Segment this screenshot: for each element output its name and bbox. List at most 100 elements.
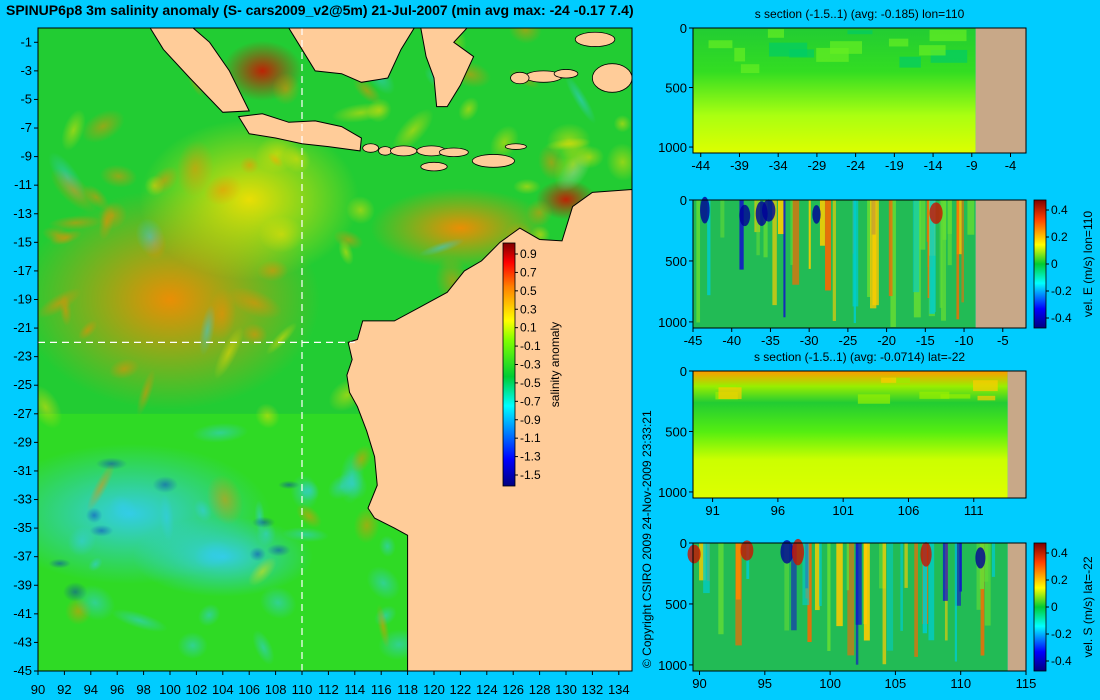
section-core — [812, 205, 821, 224]
section-y-tick-label: 0 — [680, 364, 687, 379]
section-stripe — [825, 200, 832, 291]
map-eddy — [564, 74, 596, 124]
section-stripe — [720, 200, 725, 238]
velocity-colorbar-tick-label: -0.4 — [1051, 311, 1072, 325]
section-patch — [929, 29, 967, 42]
section-stripe — [746, 543, 750, 579]
australia-land — [346, 188, 632, 671]
section-stripe — [846, 543, 850, 591]
section-field — [693, 371, 1008, 498]
section-stripe — [791, 543, 797, 631]
map-eddy — [508, 28, 542, 44]
map-frame — [37, 27, 633, 672]
java-land — [237, 113, 362, 152]
section-x-tick-label: 96 — [771, 503, 785, 518]
map-eddy — [526, 199, 553, 226]
map-y-tick-label: -3 — [20, 63, 32, 78]
map-x-tick-label: 114 — [344, 682, 365, 697]
map-eddy — [346, 196, 375, 225]
map-eddy — [61, 109, 86, 151]
section-patch — [740, 64, 760, 74]
section-stripe — [922, 543, 927, 634]
section-x-tick-label: 105 — [885, 676, 907, 691]
map-y-tick-label: -37 — [13, 549, 32, 564]
section-land — [1007, 371, 1026, 498]
island-land — [574, 31, 616, 47]
section-core — [739, 204, 751, 227]
map-eddy — [135, 218, 165, 256]
map-eddy — [271, 72, 301, 105]
section-x-tick-label: -25 — [838, 333, 857, 348]
island-land — [378, 146, 393, 156]
map-x-tick-label: 118 — [397, 682, 418, 697]
velocity-colorbar-tick-label: 0 — [1051, 257, 1058, 271]
map-x-tick-label: 106 — [238, 682, 260, 697]
section-patch — [734, 47, 746, 62]
velocity-colorbar-tick-label: -0.4 — [1051, 654, 1072, 668]
section-x-tick-label: -29 — [808, 158, 827, 173]
section-stripe — [888, 200, 893, 297]
map-eddy — [98, 203, 115, 241]
section-stripe — [904, 543, 908, 588]
section-panel-3 — [692, 370, 1027, 499]
map-eddy — [111, 609, 168, 632]
map-y-tick-label: -33 — [13, 492, 32, 507]
borneo-land — [288, 28, 415, 83]
map-eddy — [265, 322, 298, 355]
map-x-tick-label: 102 — [186, 682, 208, 697]
section-stripe — [807, 543, 812, 642]
section-x-tick-label: 95 — [758, 676, 772, 691]
section-y-tick-label: 1000 — [658, 658, 687, 673]
map-y-tick-label: -31 — [13, 463, 32, 478]
section-x-tick-label: -45 — [684, 333, 703, 348]
section-patch — [940, 394, 971, 399]
map-eddy — [350, 445, 373, 473]
velocity-colorbar — [1033, 199, 1047, 329]
map-x-tick-label: 128 — [529, 682, 551, 697]
velocity-colorbar-tick-label: 0 — [1051, 600, 1058, 614]
section-stripe — [867, 200, 871, 297]
island-land — [420, 161, 448, 172]
sumatra-land — [149, 28, 250, 113]
section-x-tick-label: -15 — [916, 333, 935, 348]
section-stripe — [863, 543, 870, 641]
map-eddy — [81, 109, 125, 143]
section-stripe — [942, 543, 948, 601]
island-land — [504, 143, 527, 150]
map-y-tick-label: -35 — [13, 520, 32, 535]
section-stripe — [870, 200, 877, 309]
velocity-colorbar-tick-label: -0.2 — [1051, 284, 1072, 298]
island-land — [471, 154, 515, 168]
velocity-colorbar-tick-label: -0.2 — [1051, 627, 1072, 641]
map-eddy — [258, 216, 305, 253]
map-eddy — [63, 582, 88, 602]
map-eddy — [152, 476, 178, 493]
map-x-tick-label: 124 — [476, 682, 498, 697]
section-stripe — [777, 200, 785, 235]
island-land — [553, 69, 579, 79]
map-eddy — [193, 499, 212, 522]
section-stripe — [853, 200, 856, 324]
velocity-colorbar-label: vel. E (m/s) lon=110 — [1081, 211, 1095, 317]
map-eddy — [38, 288, 82, 319]
section-stripe — [980, 543, 985, 656]
salinity-map — [38, 28, 632, 671]
section-stripe — [956, 200, 962, 255]
section-stripe — [836, 543, 843, 627]
map-eddy — [299, 480, 320, 502]
section-stripe — [947, 200, 952, 266]
map-colorbar-tick-label: -0.1 — [520, 339, 541, 353]
map-eddy — [197, 604, 221, 627]
section-y-tick-label: 500 — [665, 81, 687, 96]
section-patch — [767, 29, 784, 38]
section-x-tick-label: -19 — [885, 158, 904, 173]
section-stripe — [959, 543, 962, 592]
map-x-tick-label: 94 — [84, 682, 98, 697]
map-colorbar-tick-label: -1.3 — [520, 450, 541, 464]
island-land — [390, 145, 418, 157]
map-eddy — [149, 166, 179, 195]
section-core — [700, 196, 710, 224]
section-patch — [919, 391, 950, 399]
section-stripe — [928, 543, 935, 641]
map-colorbar-tick-label: -0.5 — [520, 376, 541, 390]
